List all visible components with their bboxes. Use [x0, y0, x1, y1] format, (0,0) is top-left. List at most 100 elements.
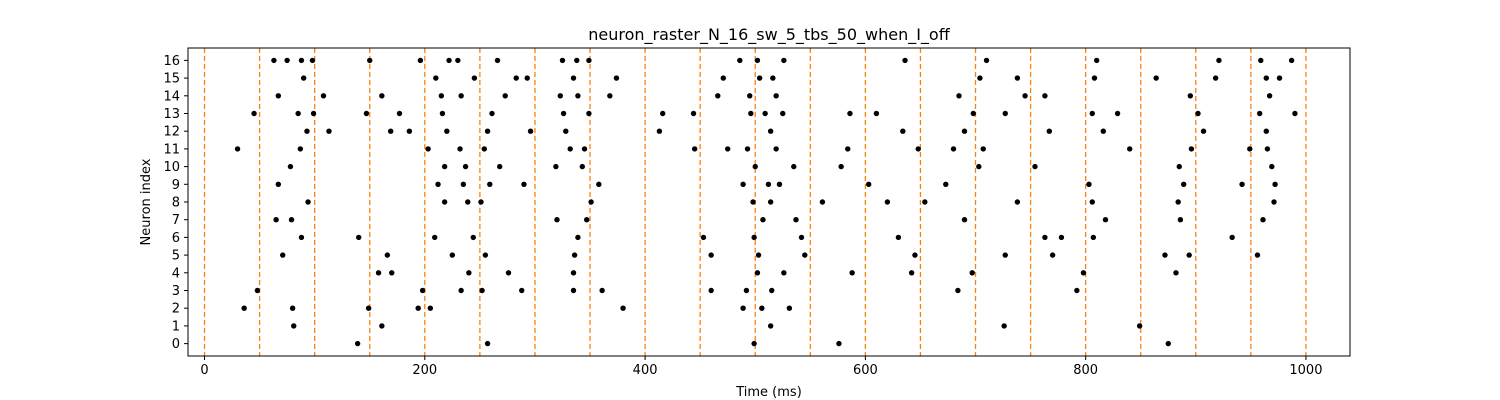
spike-point — [656, 128, 663, 134]
spike-point — [620, 305, 626, 311]
spike-point — [690, 110, 697, 117]
x-axis: 0 200 400 600 800 1000 — [200, 356, 1322, 378]
spike-point — [1086, 181, 1092, 187]
spike-point — [895, 234, 902, 241]
spike-series — [234, 57, 1298, 347]
spike-point — [521, 181, 527, 187]
spike-point — [961, 128, 968, 134]
spike-point — [1014, 199, 1021, 205]
spike-point — [298, 234, 305, 241]
spike-point — [379, 93, 385, 99]
spike-point — [720, 75, 726, 81]
spike-point — [470, 234, 476, 241]
spike-point — [458, 287, 464, 294]
spike-point — [740, 181, 746, 187]
spike-point — [460, 181, 467, 187]
spike-point — [793, 217, 799, 223]
spike-point — [553, 163, 559, 170]
spike-point — [908, 270, 915, 276]
spike-point — [1187, 93, 1193, 99]
spike-point — [419, 287, 426, 294]
spike-point — [751, 340, 757, 347]
spike-point — [441, 199, 448, 205]
spike-point — [284, 57, 290, 64]
y-tick-label: 14 — [163, 89, 180, 104]
y-tick-label: 2 — [172, 302, 180, 317]
y-tick-label: 16 — [163, 54, 180, 69]
spike-point — [1229, 234, 1235, 241]
spike-point — [1269, 163, 1275, 170]
spike-point — [1266, 93, 1273, 99]
spike-point — [291, 323, 297, 329]
spike-point — [465, 199, 471, 205]
spike-point — [1165, 340, 1171, 347]
spike-point — [320, 93, 327, 99]
spike-point — [760, 217, 766, 223]
spike-point — [983, 57, 990, 64]
spike-point — [367, 57, 373, 64]
y-tick-label: 15 — [163, 72, 180, 87]
spike-point — [579, 163, 586, 170]
spike-point — [251, 110, 257, 117]
spike-point — [479, 287, 485, 294]
spike-point — [396, 110, 403, 117]
spike-point — [1173, 270, 1179, 276]
spike-point — [570, 287, 577, 294]
spike-point — [1188, 146, 1195, 152]
spike-point — [976, 163, 982, 170]
spike-point — [740, 305, 746, 311]
spike-point — [747, 93, 753, 99]
spike-point — [519, 287, 525, 294]
spike-point — [759, 305, 765, 311]
spike-point — [943, 181, 949, 187]
spike-point — [289, 305, 296, 311]
spike-point — [836, 340, 842, 347]
spike-point — [1042, 93, 1048, 99]
spike-point — [1114, 110, 1121, 117]
spike-point — [471, 75, 478, 81]
spike-point — [737, 57, 743, 64]
spike-point — [819, 199, 826, 205]
spike-point — [1272, 181, 1278, 187]
y-tick-label: 0 — [172, 337, 180, 352]
spike-point — [305, 199, 311, 205]
spike-point — [1136, 323, 1143, 329]
spike-point — [715, 93, 721, 99]
spike-point — [1042, 234, 1048, 241]
spike-point — [309, 57, 316, 64]
spike-point — [457, 146, 463, 152]
spike-point — [956, 93, 962, 99]
spike-point — [980, 146, 986, 152]
spike-point — [505, 270, 512, 276]
spike-point — [970, 110, 977, 117]
spike-point — [1200, 128, 1207, 134]
spike-point — [481, 146, 487, 152]
spike-point — [780, 110, 786, 117]
spike-point — [363, 110, 370, 117]
spike-point — [435, 181, 441, 187]
spike-point — [1002, 110, 1008, 117]
spike-point — [1247, 146, 1253, 152]
spike-point — [1258, 57, 1264, 64]
spike-point — [581, 146, 588, 152]
spike-point — [446, 57, 452, 64]
spike-point — [1254, 252, 1261, 258]
spike-point — [751, 234, 757, 241]
spike-point — [884, 199, 891, 205]
spike-point — [384, 252, 391, 258]
spike-point — [406, 128, 413, 134]
y-tick-label: 9 — [172, 178, 180, 193]
x-axis-title: Time (ms) — [735, 385, 802, 400]
spike-point — [1212, 75, 1219, 81]
spike-point — [563, 128, 569, 134]
spike-point — [748, 110, 754, 117]
spike-point — [487, 181, 493, 187]
spike-point — [1292, 110, 1298, 117]
spike-point — [298, 57, 305, 64]
spike-point — [365, 305, 372, 311]
spike-point — [744, 146, 751, 152]
spike-point — [773, 93, 779, 99]
spike-point — [767, 199, 774, 205]
